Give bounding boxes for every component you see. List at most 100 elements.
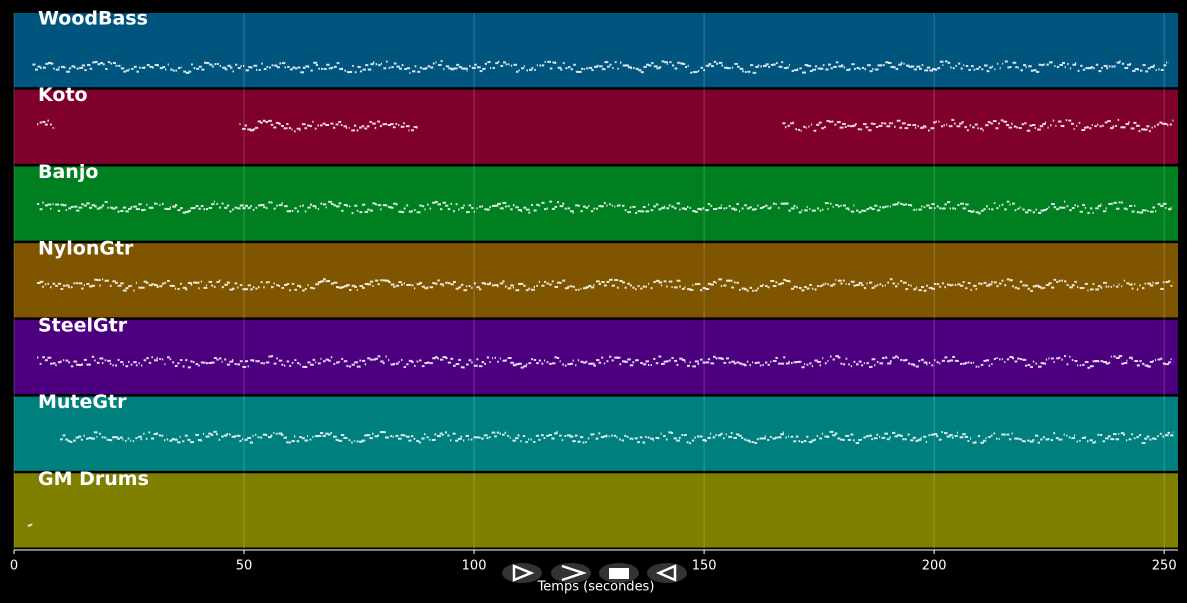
note xyxy=(1063,125,1065,128)
note xyxy=(104,436,107,439)
note xyxy=(935,120,937,123)
note xyxy=(960,67,963,70)
note xyxy=(405,435,410,438)
note xyxy=(882,357,885,360)
forward-button[interactable] xyxy=(551,563,591,583)
note xyxy=(794,69,798,72)
note xyxy=(198,207,201,210)
note xyxy=(546,361,549,364)
note xyxy=(231,435,236,438)
note xyxy=(352,64,354,67)
note xyxy=(832,358,835,361)
note xyxy=(252,359,255,362)
note xyxy=(1109,127,1114,130)
note xyxy=(1053,432,1056,435)
note xyxy=(700,66,703,69)
note xyxy=(117,284,122,287)
note xyxy=(382,279,387,282)
note xyxy=(1140,69,1143,72)
note xyxy=(1030,209,1032,212)
note xyxy=(377,434,379,437)
note xyxy=(291,282,295,285)
note xyxy=(874,364,876,367)
note xyxy=(949,284,953,287)
note xyxy=(1053,361,1055,364)
note xyxy=(900,61,903,64)
note xyxy=(432,357,436,360)
note xyxy=(1113,433,1117,436)
note xyxy=(1065,119,1068,122)
note xyxy=(361,439,366,442)
note xyxy=(193,67,196,70)
note xyxy=(1147,282,1151,285)
note xyxy=(1084,282,1088,285)
note xyxy=(975,288,978,291)
note xyxy=(180,207,183,210)
note xyxy=(261,62,263,65)
note xyxy=(547,60,551,63)
note xyxy=(934,282,937,285)
note xyxy=(788,280,791,283)
play-button[interactable] xyxy=(502,563,542,583)
note xyxy=(1012,61,1017,64)
note xyxy=(221,360,223,363)
stop-button[interactable] xyxy=(599,563,639,583)
note xyxy=(871,438,874,441)
note xyxy=(88,437,92,440)
note xyxy=(1019,438,1022,441)
note xyxy=(749,286,753,289)
note xyxy=(1053,278,1057,281)
back-button[interactable] xyxy=(647,563,687,583)
note xyxy=(622,360,626,363)
note xyxy=(452,432,456,435)
note xyxy=(1035,434,1039,437)
note xyxy=(1043,209,1047,212)
note xyxy=(554,356,558,359)
note xyxy=(307,124,310,127)
note xyxy=(1016,437,1020,440)
note xyxy=(640,361,643,364)
note xyxy=(697,362,700,365)
note xyxy=(431,438,436,441)
note xyxy=(1118,355,1123,358)
note xyxy=(775,281,778,284)
note xyxy=(1084,361,1089,364)
note xyxy=(577,359,580,362)
note xyxy=(775,203,777,206)
note xyxy=(815,65,818,68)
note xyxy=(421,205,425,208)
note xyxy=(1047,126,1049,129)
note xyxy=(848,68,851,71)
note xyxy=(331,66,334,69)
note xyxy=(374,126,377,129)
note xyxy=(564,287,569,290)
note xyxy=(716,62,719,65)
note xyxy=(1112,125,1115,128)
note xyxy=(561,439,564,442)
note xyxy=(928,286,933,289)
note xyxy=(392,126,396,129)
note xyxy=(505,285,507,288)
note xyxy=(629,206,632,209)
note xyxy=(47,356,52,359)
note xyxy=(737,65,740,68)
note xyxy=(1082,363,1085,366)
note xyxy=(408,283,411,286)
note xyxy=(985,124,989,127)
note xyxy=(206,208,209,211)
note xyxy=(575,364,577,367)
note xyxy=(866,282,868,285)
note xyxy=(821,432,824,435)
note xyxy=(247,365,249,368)
note xyxy=(661,60,665,63)
note xyxy=(1045,208,1048,211)
note xyxy=(892,203,896,206)
note xyxy=(746,207,750,210)
note xyxy=(580,210,583,213)
note xyxy=(1079,364,1082,367)
note xyxy=(434,356,438,359)
note xyxy=(562,363,564,366)
note xyxy=(1157,435,1159,438)
note xyxy=(633,67,635,70)
note xyxy=(1129,283,1133,286)
